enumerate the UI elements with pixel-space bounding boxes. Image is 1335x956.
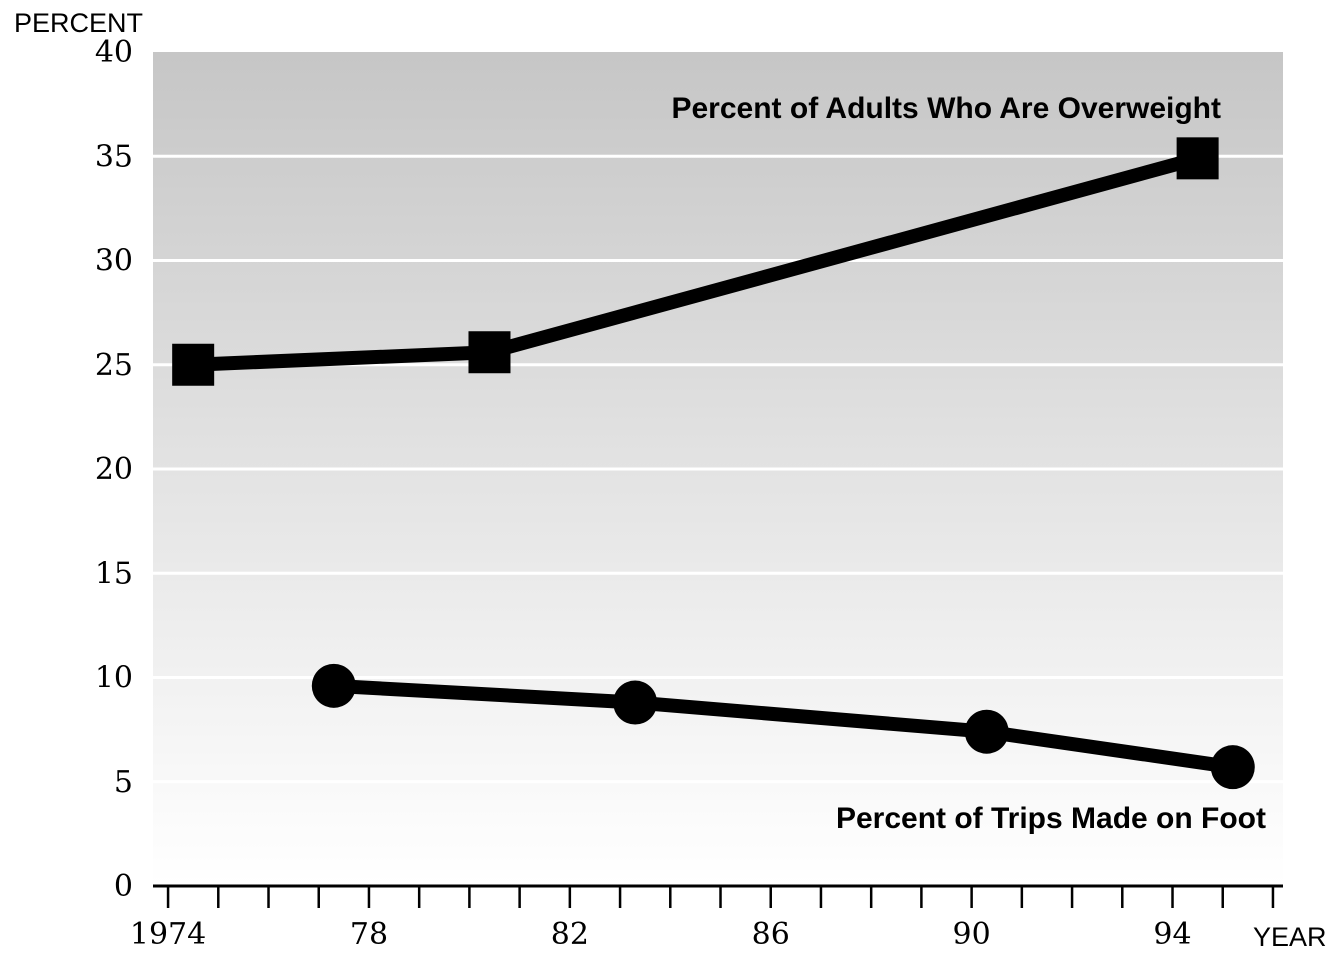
- y-tick-label: 5: [114, 765, 133, 800]
- series-layer: [172, 137, 1255, 790]
- data-point-circle: [964, 709, 1009, 754]
- x-axis-label: YEAR: [1253, 922, 1327, 952]
- series-label-overweight: Percent of Adults Who Are Overweight: [671, 92, 1221, 125]
- x-tick-label: 86: [752, 917, 790, 952]
- data-point-circle: [311, 663, 356, 708]
- x-tick-label: 1974: [130, 917, 206, 952]
- y-tick-label: 20: [95, 452, 133, 487]
- y-tick-label: 30: [95, 244, 133, 279]
- y-tick-label: 25: [95, 348, 133, 383]
- y-tick-label: 0: [114, 869, 133, 904]
- data-point-circle: [1210, 745, 1255, 790]
- series-line-walking: [326, 678, 1240, 775]
- y-tick-label: 10: [95, 661, 133, 696]
- x-tick-label: 90: [953, 917, 991, 952]
- data-point-square: [1176, 137, 1219, 180]
- x-tick-label: 82: [551, 917, 589, 952]
- data-point-square: [468, 331, 511, 374]
- x-tick-label: 78: [350, 917, 388, 952]
- y-tick-label: 40: [95, 35, 133, 70]
- data-point-circle: [613, 680, 658, 725]
- y-tick-label: 15: [95, 556, 133, 591]
- data-point-square: [172, 343, 215, 386]
- x-tick-label: 94: [1153, 917, 1191, 952]
- axes: 0 5 10 15 20 25 30 35 40 1974 78 82 86 90 94: [95, 35, 1283, 952]
- y-tick-label: 35: [95, 139, 133, 174]
- series-label-walking: Percent of Trips Made on Foot: [836, 802, 1266, 835]
- y-axis-label: PERCENT: [14, 8, 143, 38]
